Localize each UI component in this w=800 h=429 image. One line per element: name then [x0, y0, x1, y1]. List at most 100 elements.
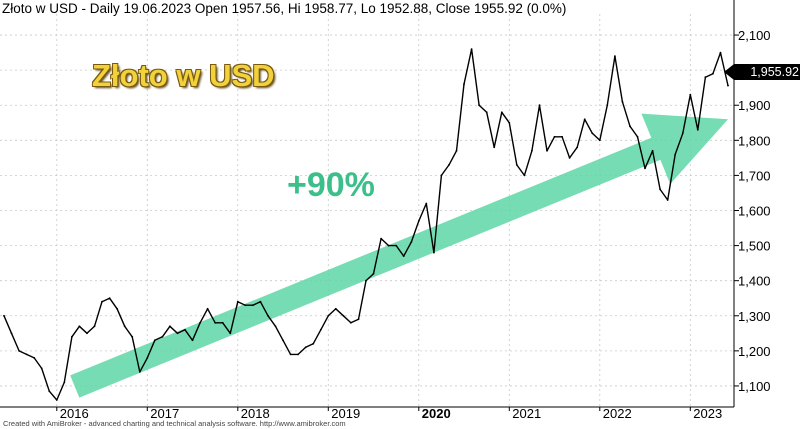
price-point	[123, 325, 126, 328]
price-point	[184, 328, 186, 331]
price-point	[651, 149, 654, 152]
x-tick-label: 2020	[422, 406, 451, 421]
price-point	[214, 321, 217, 324]
price-point	[153, 339, 156, 342]
last-price-pointer	[724, 64, 734, 80]
price-point	[86, 332, 88, 335]
price-point	[304, 346, 307, 349]
price-point	[33, 357, 36, 359]
price-point	[515, 164, 518, 166]
x-tick-labels: 2016 2017 2018 2019 2020 2021 2022 2023	[56, 406, 722, 421]
price-point	[395, 244, 398, 247]
price-point	[629, 125, 631, 128]
price-point	[636, 135, 639, 138]
y-tick-label: 1,600	[738, 204, 771, 219]
price-point	[523, 174, 526, 177]
price-point	[387, 244, 390, 247]
price-point	[455, 149, 458, 152]
price-line	[3, 48, 729, 401]
price-point	[644, 167, 646, 170]
price-point	[493, 146, 496, 149]
price-point	[297, 353, 299, 356]
price-point	[274, 325, 277, 328]
price-point	[10, 332, 13, 335]
footer-credit: Created with AmiBroker - advanced charti…	[3, 419, 346, 428]
price-point	[138, 371, 141, 373]
price-point	[712, 72, 714, 75]
price-point	[40, 367, 43, 370]
price-point	[161, 335, 164, 338]
change-percent-label: +90%	[287, 166, 375, 204]
price-point	[425, 202, 428, 205]
price-point	[18, 350, 20, 352]
price-point	[312, 342, 315, 345]
last-price-tag: 1,955.92	[734, 64, 800, 80]
price-point	[319, 328, 322, 331]
price-point	[71, 335, 73, 338]
price-point	[674, 153, 677, 156]
price-point	[417, 220, 420, 222]
price-point	[244, 304, 247, 307]
y-tick-label: 1,900	[738, 98, 771, 113]
last-price-value: 1,955.92	[750, 65, 799, 79]
x-tick-label: 2023	[693, 406, 722, 421]
price-point	[93, 325, 96, 328]
price-point	[727, 84, 729, 87]
price-point	[402, 255, 405, 257]
price-point	[561, 135, 563, 138]
price-point	[365, 279, 367, 282]
price-point	[259, 300, 262, 303]
price-point	[689, 93, 692, 96]
price-point	[55, 399, 58, 401]
price-point	[538, 104, 541, 107]
chart-header: Złoto w USD - Daily 19.06.2023 Open 1957…	[2, 1, 567, 16]
big-title-label: Złoto w USD	[92, 58, 275, 93]
price-series	[3, 48, 729, 401]
price-point	[191, 339, 194, 342]
price-point	[531, 149, 533, 152]
price-point	[357, 318, 360, 321]
x-tick-label: 2017	[150, 406, 179, 421]
price-point	[500, 111, 503, 114]
price-point	[568, 157, 571, 159]
price-point	[681, 132, 684, 135]
y-tick-label: 2,100	[738, 28, 771, 43]
price-point	[176, 332, 179, 335]
price-point	[606, 104, 609, 107]
y-tick-label: 1,200	[738, 344, 771, 359]
x-tick-label: 2016	[60, 406, 89, 421]
price-point	[101, 300, 103, 303]
price-point	[206, 307, 209, 310]
price-point	[48, 390, 51, 393]
price-point	[169, 325, 171, 328]
price-point	[546, 149, 548, 152]
trend-arrow	[70, 113, 728, 398]
price-point	[719, 51, 722, 54]
x-tick-label: 2019	[331, 406, 360, 421]
price-point	[342, 314, 345, 317]
y-tick-labels: 1,100 1,200 1,300 1,400 1,500 1,600 1,700 1,800…	[734, 28, 771, 394]
price-point	[410, 241, 413, 244]
price-point	[289, 353, 292, 356]
price-point	[372, 272, 375, 275]
price-point	[440, 174, 443, 177]
price-point	[334, 307, 337, 310]
price-point	[236, 300, 239, 303]
price-point	[116, 307, 118, 310]
x-tick-label: 2021	[512, 406, 541, 421]
price-point	[621, 100, 624, 103]
price-point	[485, 111, 488, 114]
price-point	[508, 121, 511, 124]
y-tick-label: 1,400	[738, 274, 771, 289]
price-point	[380, 237, 382, 240]
price-point	[229, 332, 232, 335]
price-point	[282, 339, 284, 342]
price-point	[463, 83, 465, 86]
y-tick-label: 1,700	[738, 168, 771, 183]
price-point	[63, 381, 66, 384]
x-tick-label: 2018	[241, 406, 270, 421]
price-point	[478, 104, 480, 107]
price-point	[131, 335, 134, 338]
price-point	[350, 321, 352, 324]
